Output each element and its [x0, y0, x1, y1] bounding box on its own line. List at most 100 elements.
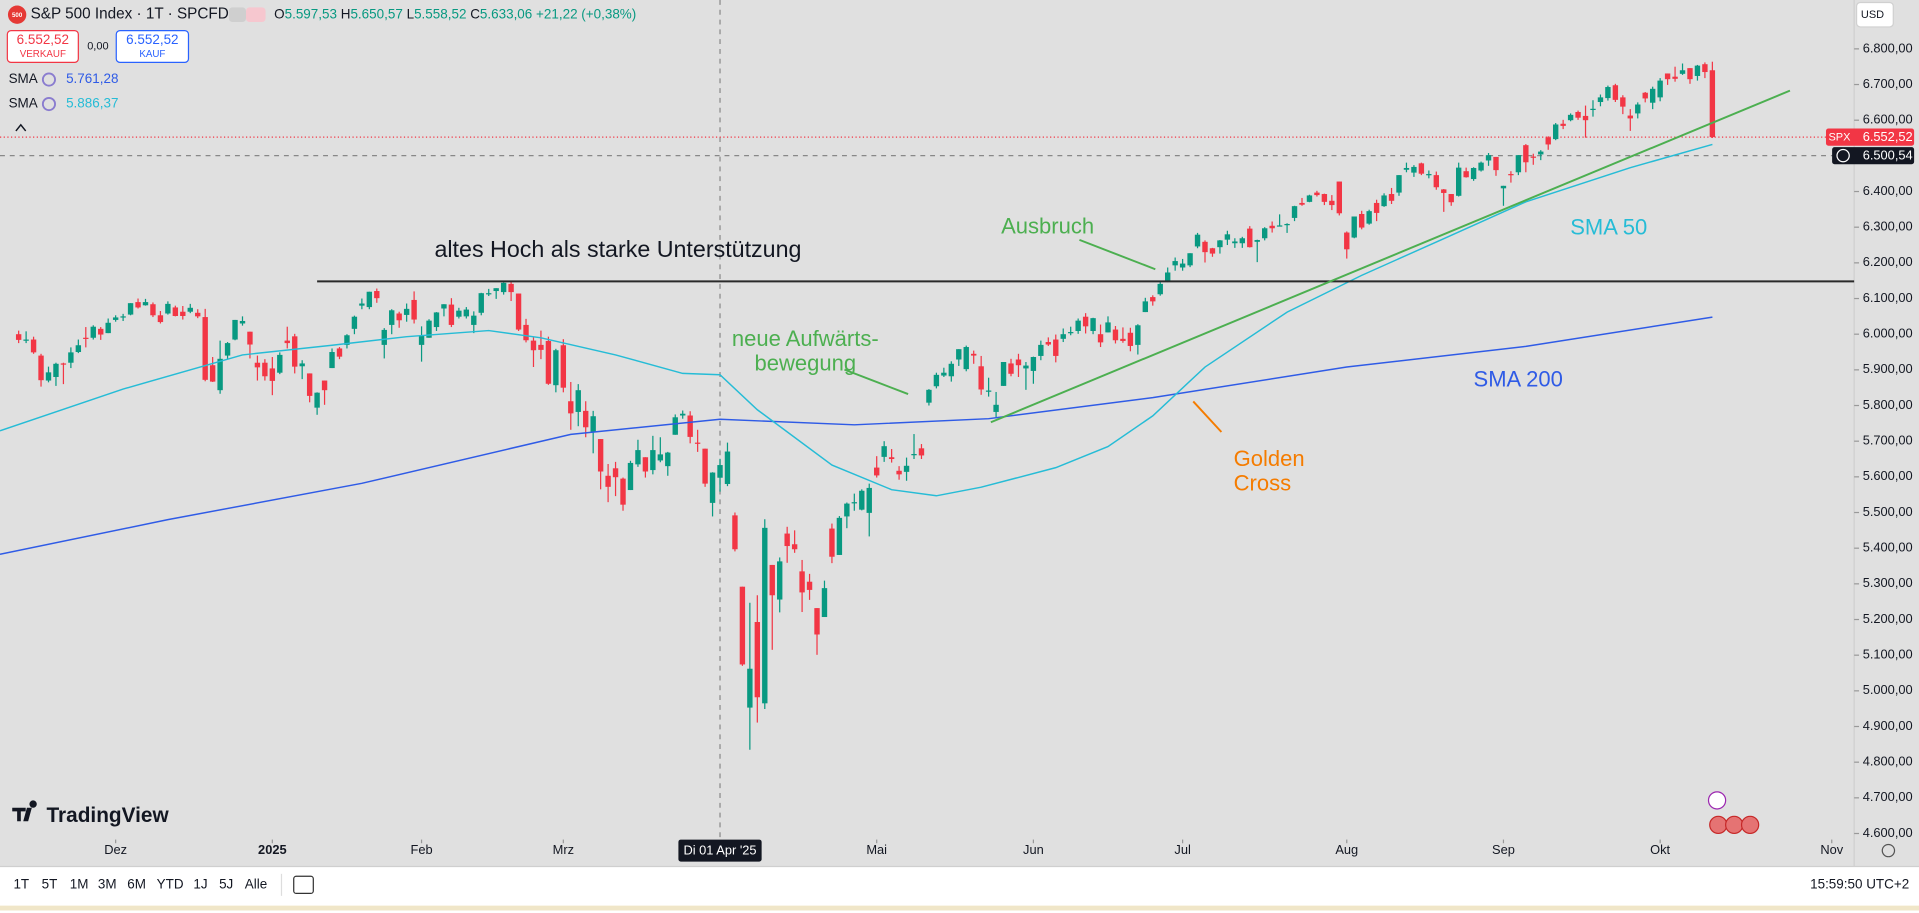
candle-body	[1582, 115, 1589, 121]
range-button[interactable]: Alle	[245, 876, 267, 891]
range-button[interactable]: 5J	[219, 876, 233, 891]
candle-body	[1351, 216, 1357, 238]
candle-body	[15, 334, 22, 340]
range-button[interactable]: 3M	[98, 876, 117, 891]
candle-body	[993, 404, 999, 412]
candle-body	[1150, 297, 1156, 302]
candle-body	[941, 372, 947, 376]
crosshair-date-tag	[678, 839, 762, 862]
candle-body	[1075, 320, 1081, 331]
annotation-pointer	[1192, 400, 1223, 433]
candle-body	[523, 324, 529, 341]
candle-body	[515, 293, 522, 330]
add-alert-icon[interactable]	[1836, 148, 1850, 163]
y-tick-label: 5.900,00	[1863, 361, 1913, 376]
indicator-icon[interactable]	[41, 72, 56, 87]
candle-body	[262, 362, 268, 377]
candle-body	[1552, 124, 1559, 140]
candle-body	[1224, 234, 1231, 240]
crosshair-date-label: Di 01 Apr '25	[683, 843, 756, 858]
last-price-label: 6.552,52	[1863, 129, 1913, 144]
candle-body	[1396, 175, 1402, 193]
candle-body	[568, 401, 574, 414]
annotation: SMA 50	[1570, 215, 1647, 240]
candle-body	[829, 528, 835, 557]
candle-body	[844, 503, 850, 517]
candle-body	[896, 470, 902, 475]
range-button[interactable]: YTD	[157, 876, 184, 891]
candle-body	[866, 487, 872, 513]
candle-body	[1418, 163, 1425, 174]
candle-body	[732, 515, 738, 550]
clock: 15:59:50 UTC+2	[1810, 876, 1909, 891]
candle-body	[1403, 167, 1410, 170]
candle-body	[284, 340, 290, 344]
candle-body	[314, 392, 320, 408]
candle-body	[165, 303, 171, 314]
candle-body	[680, 413, 686, 416]
candle-body	[142, 302, 149, 306]
x-tick-label: Mai	[866, 842, 887, 857]
candle-body	[1381, 195, 1387, 207]
candle-body	[1493, 156, 1499, 171]
event-icon[interactable]	[1725, 815, 1744, 835]
toggle-icon[interactable]	[245, 7, 266, 23]
event-icon[interactable]	[1707, 791, 1727, 810]
sell-button[interactable]	[6, 29, 79, 64]
candle-body	[180, 311, 186, 316]
candle-body	[471, 315, 477, 325]
candle-body	[1232, 241, 1238, 244]
range-button[interactable]: 6M	[127, 876, 146, 891]
candle-body	[799, 571, 805, 593]
range-button[interactable]: 1T	[13, 876, 29, 891]
event-icon[interactable]	[1709, 815, 1728, 835]
candle-body	[1142, 301, 1149, 313]
candle-body	[187, 307, 193, 312]
candle-body	[1306, 195, 1313, 202]
candle-body	[1157, 283, 1163, 295]
indicator-name: SMA	[9, 71, 38, 86]
candle-body	[403, 308, 410, 315]
buy-button[interactable]	[115, 29, 190, 64]
y-tick-label: 6.400,00	[1863, 183, 1913, 198]
date-range-icon[interactable]	[293, 875, 314, 895]
candle-body	[538, 344, 544, 350]
candle-body	[1217, 240, 1223, 248]
candle-body	[1635, 104, 1641, 114]
y-tick-label: 5.200,00	[1863, 611, 1913, 626]
range-button[interactable]: 5T	[42, 876, 58, 891]
candle-body	[83, 337, 89, 339]
candle-body	[583, 410, 589, 428]
candle-body	[1426, 174, 1432, 176]
candle-body	[381, 329, 387, 345]
toggle-icon[interactable]	[228, 7, 246, 23]
collapse-icon[interactable]	[15, 123, 27, 132]
event-icon[interactable]	[1740, 815, 1760, 835]
y-tick-label: 5.000,00	[1863, 682, 1913, 697]
candle-body	[329, 352, 335, 369]
candle-body	[605, 475, 611, 487]
annotation: SMA 200	[1474, 366, 1563, 391]
x-tick-label: Feb	[410, 842, 432, 857]
candle-body	[45, 372, 52, 381]
candle-body	[351, 316, 358, 329]
settings-icon[interactable]	[1881, 843, 1896, 858]
candle-body	[38, 355, 44, 381]
candle-body	[1455, 167, 1462, 196]
candle-body	[635, 450, 641, 465]
range-button[interactable]: 1M	[70, 876, 89, 891]
currency-button[interactable]	[1855, 1, 1894, 28]
candle-body	[1597, 97, 1604, 103]
range-button[interactable]: 1J	[193, 876, 207, 891]
candle-body	[1194, 234, 1201, 247]
candle-body	[1388, 194, 1395, 201]
candle-body	[157, 315, 164, 323]
candle-body	[1411, 166, 1417, 173]
indicator-icon[interactable]	[41, 96, 56, 112]
candle-body	[1299, 202, 1305, 205]
candle-body	[456, 310, 462, 317]
candle-body	[1560, 123, 1566, 126]
x-tick-label: Okt	[1650, 842, 1670, 857]
candle-body	[135, 302, 141, 308]
annotation: neue Aufwärts-	[732, 326, 879, 351]
